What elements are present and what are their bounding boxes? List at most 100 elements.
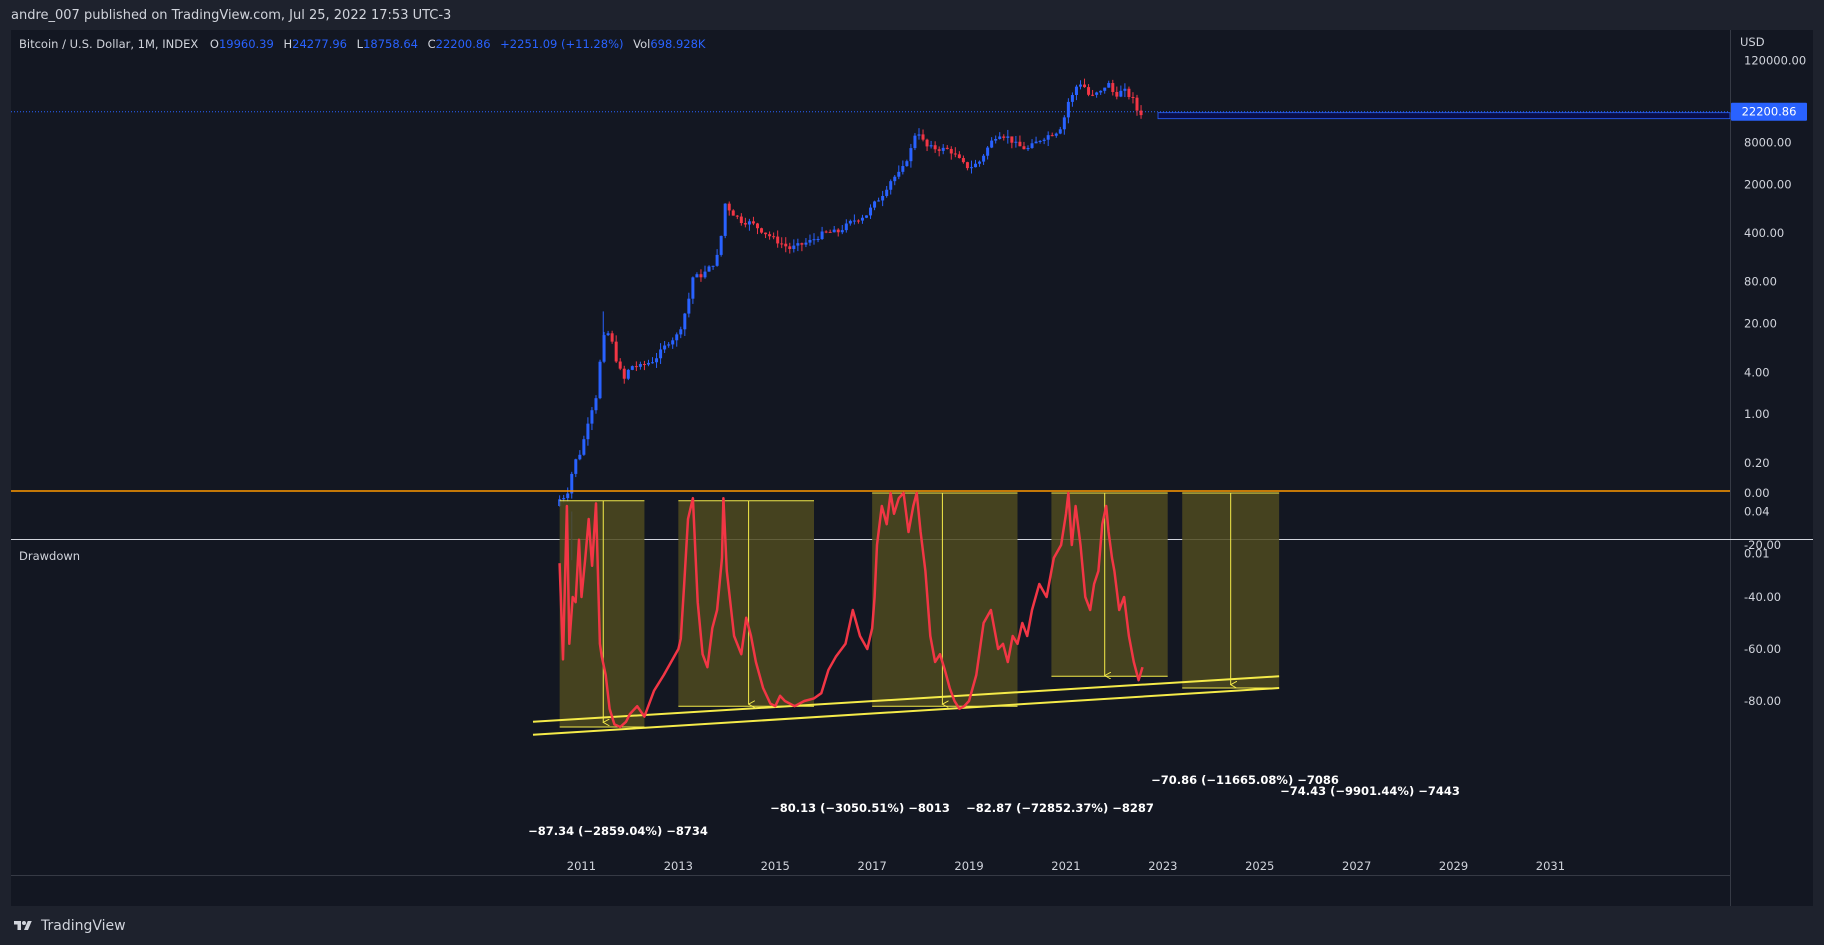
drawdown-pane[interactable]: −87.34 (−2859.04%) −8734 −80.13 (−3050.51… (11, 490, 1730, 838)
candle-body (1078, 84, 1082, 87)
candle-body (986, 147, 990, 156)
drawdown-box[interactable] (559, 500, 645, 728)
candle-body (1103, 87, 1107, 91)
candle (937, 146, 941, 157)
candle-body (1034, 141, 1038, 144)
candle (630, 365, 634, 371)
drawdown-title[interactable]: Drawdown (19, 549, 80, 563)
candle-body (957, 154, 961, 159)
candle (574, 458, 578, 478)
candle-body (933, 145, 937, 150)
candle (893, 175, 897, 186)
drawdown-label: −87.34 (−2859.04%) −8734 (528, 824, 708, 838)
candle (832, 225, 836, 233)
drawdown-box[interactable] (678, 500, 815, 707)
candle (1107, 80, 1111, 88)
candle-body (570, 473, 574, 494)
time-tick-label: 2011 (567, 859, 596, 873)
candle (739, 213, 743, 226)
candle (913, 133, 917, 151)
rectangle-drawing[interactable] (1157, 112, 1731, 120)
candle-body (856, 220, 860, 222)
candle-body (695, 274, 699, 278)
candle (889, 179, 893, 195)
candle-body (1111, 83, 1115, 92)
time-axis[interactable]: 2011 2013 2015 2017 2019 2021 2023 2025 2027 2029… (567, 859, 1565, 873)
open-value: 19960.39 (219, 37, 274, 51)
chart-canvas[interactable]: Bitcoin / U.S. Dollar, 1M, INDEX O19960.… (11, 30, 1813, 906)
candle (905, 159, 909, 167)
candle (768, 231, 772, 240)
candle (1123, 83, 1127, 98)
time-tick-label: 2015 (761, 859, 790, 873)
candle (804, 238, 808, 248)
candle (1062, 115, 1066, 135)
candle (1131, 92, 1135, 104)
candle-body (1123, 88, 1127, 91)
candle-body (800, 243, 804, 245)
candle (735, 214, 739, 220)
drawdown-series-line (558, 491, 1144, 729)
candle (1135, 94, 1139, 116)
support-trendline[interactable] (532, 675, 1280, 723)
candle-body (978, 161, 982, 164)
candle-body (832, 229, 836, 233)
time-tick-label: 2027 (1342, 859, 1371, 873)
chart-frame[interactable] (11, 30, 1813, 906)
candle-body (562, 498, 566, 500)
candle (860, 214, 864, 224)
candle-body (877, 200, 881, 202)
candle (994, 135, 998, 144)
price-pane[interactable] (11, 78, 1731, 561)
candle-body (1074, 86, 1078, 96)
candle-body (646, 362, 650, 365)
tradingview-footer[interactable]: TradingView (11, 914, 126, 938)
candle-body (990, 140, 994, 148)
support-trendline[interactable] (532, 687, 1280, 736)
candle (869, 204, 873, 219)
candle-body (909, 148, 913, 162)
currency-label: USD (1740, 35, 1765, 49)
drawdown-box[interactable] (1182, 492, 1280, 689)
candle (1119, 85, 1123, 98)
candle-body (816, 239, 820, 241)
candle-body (1022, 146, 1026, 150)
candle-body (804, 242, 808, 245)
candle-body (929, 145, 933, 147)
tradingview-logo-icon (14, 921, 32, 930)
candle-body (792, 245, 796, 249)
candle (1070, 92, 1074, 107)
candle (1103, 87, 1107, 94)
drawdown-tick-label: -20.00 (1744, 538, 1781, 552)
drawdown-axis[interactable]: 0.00 -20.00 -40.00 -60.00 -80.00 (1744, 486, 1781, 708)
candle (784, 237, 788, 253)
high-label: H (283, 37, 292, 51)
candle (986, 145, 990, 160)
candle (852, 214, 856, 225)
high-value: 24277.96 (292, 37, 347, 51)
symbol-title[interactable]: Bitcoin / U.S. Dollar, 1M, INDEX (19, 37, 198, 51)
candle (901, 160, 905, 175)
candle (933, 141, 937, 153)
candle (747, 218, 751, 231)
candle (651, 357, 655, 364)
drawdown-box[interactable] (1051, 492, 1168, 676)
candle (626, 368, 630, 381)
price-axis[interactable]: 120000.00 8000.00 2000.00 400.00 80.00 20.00 4… (1731, 54, 1807, 561)
candle (949, 146, 953, 160)
candle (594, 395, 598, 414)
candle-body (634, 366, 638, 368)
candle (586, 417, 590, 446)
candle (667, 342, 671, 348)
candle (699, 269, 703, 282)
candle-body (679, 329, 683, 335)
candle-body (1018, 141, 1022, 147)
candle-body (812, 239, 816, 241)
candle-body (578, 454, 582, 460)
change-value: +2251.09 (+11.28%) (500, 37, 623, 51)
drawdown-box-fill (678, 500, 815, 707)
candle (957, 151, 961, 159)
candle (1002, 134, 1006, 141)
candle (840, 224, 844, 235)
price-tick-label: 2000.00 (1744, 177, 1792, 191)
